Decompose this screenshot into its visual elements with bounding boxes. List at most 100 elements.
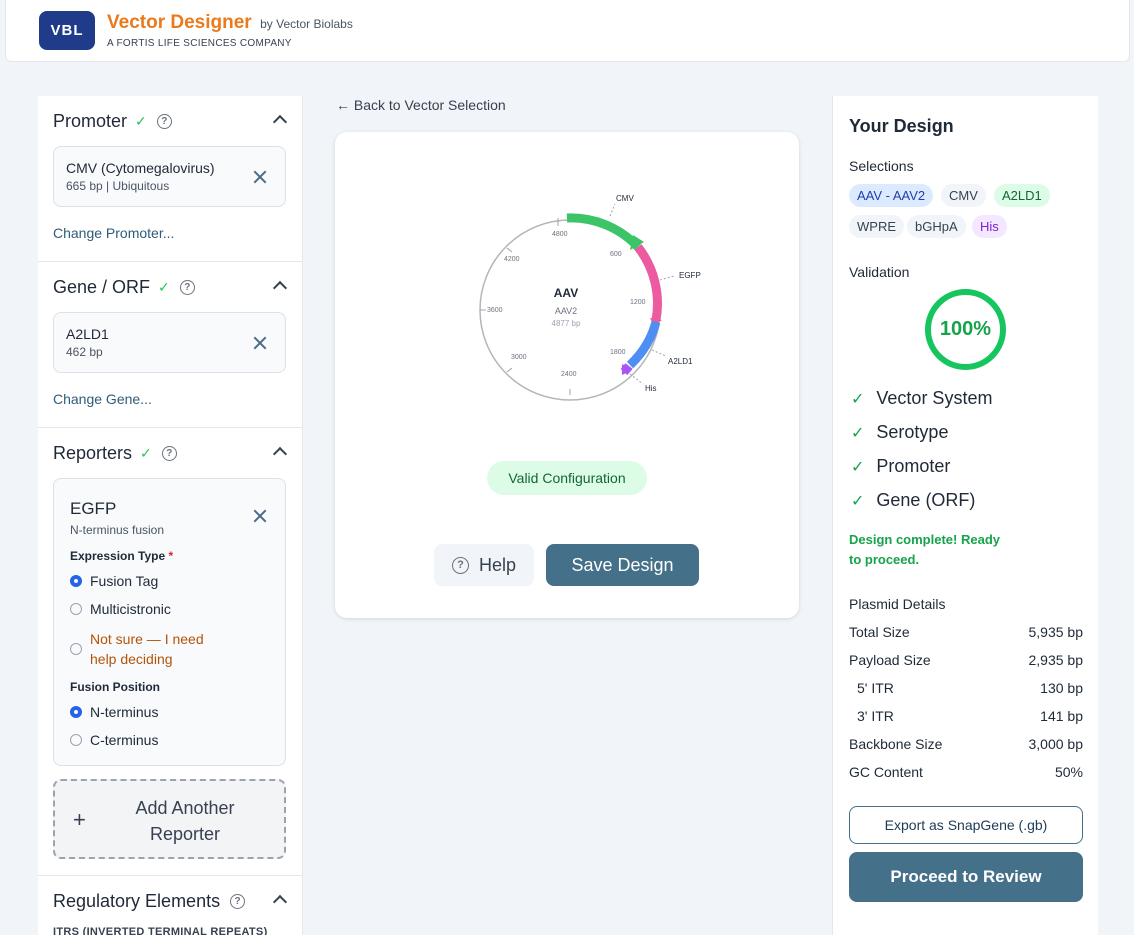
detail-row: Backbone Size 3,000 bp — [849, 736, 1083, 752]
proceed-to-review-button[interactable]: Proceed to Review — [849, 852, 1083, 902]
help-circle-icon[interactable]: ? — [179, 280, 195, 295]
help-label: Help — [478, 554, 517, 575]
radio-selected-icon[interactable] — [70, 706, 82, 718]
check-label: Serotype — [876, 422, 949, 442]
app-title: Vector Designer — [107, 12, 252, 33]
radio-fusion-tag[interactable]: Fusion Tag — [70, 573, 158, 589]
radio-multicistronic[interactable]: Multicistronic — [70, 601, 171, 617]
gene-header[interactable]: Gene / ORF ✓ ? — [53, 277, 195, 298]
expression-type-text: Expression Type — [70, 549, 166, 563]
chevron-up-icon[interactable] — [272, 446, 288, 462]
complete-line2: to proceed. — [849, 552, 920, 567]
check-vector-system: ✓ Vector System — [851, 388, 992, 409]
change-promoter-link[interactable]: Change Promoter... — [53, 225, 175, 241]
check-icon: ✓ — [158, 279, 170, 295]
tick-label: 4800 — [552, 231, 568, 238]
egfp-label: EGFP — [679, 271, 701, 280]
gene-card: A2LD1 462 bp — [53, 312, 286, 373]
check-icon: ✓ — [140, 445, 152, 461]
chip-gene: A2LD1 — [994, 184, 1050, 207]
help-circle-icon[interactable]: ? — [156, 114, 172, 129]
complete-line1: Design complete! Ready — [849, 532, 1000, 547]
reporters-section: Reporters ✓ ? — [38, 428, 302, 876]
selections-label: Selections — [849, 158, 914, 174]
brand: Vector Designer by Vector Biolabs — [107, 12, 353, 34]
help-button[interactable]: ? Help — [434, 544, 534, 586]
check-icon: ✓ — [851, 492, 865, 510]
radio-empty-icon[interactable] — [70, 643, 82, 655]
radio-empty-icon[interactable] — [70, 734, 82, 746]
radio-empty-icon[interactable] — [70, 603, 82, 615]
reporters-title: Reporters — [53, 443, 133, 463]
promoter-detail: 665 bp | Ubiquitous — [66, 179, 170, 193]
export-snapgene-button[interactable]: Export as SnapGene (.gb) — [849, 806, 1083, 844]
help-circle-icon[interactable]: ? — [230, 894, 246, 909]
check-gene: ✓ Gene (ORF) — [851, 490, 975, 511]
reporter-name: EGFP — [70, 499, 117, 518]
help-circle-icon[interactable]: ? — [161, 446, 177, 461]
detail-value: 50% — [1054, 764, 1083, 780]
check-icon: ✓ — [851, 390, 865, 408]
back-to-vector-selection-link[interactable]: ← Back to Vector Selection — [336, 97, 506, 113]
tick-label: 1200 — [630, 299, 646, 306]
add-reporter-button[interactable]: + Add Another Reporter — [53, 779, 286, 859]
arrow-left-icon: ← — [336, 97, 350, 113]
plus-icon: + — [73, 807, 86, 832]
chevron-up-icon[interactable] — [272, 280, 288, 296]
radio-c-terminus[interactable]: C-terminus — [70, 732, 158, 748]
validation-progress-ring: 100% — [925, 289, 1006, 370]
promoter-header[interactable]: Promoter ✓ ? — [53, 111, 172, 132]
tick-label: 4200 — [504, 256, 520, 263]
configuration-panel: Promoter ✓ ? CMV (Cytomegalovirus) 665 b… — [38, 96, 303, 935]
check-icon: ✓ — [851, 458, 865, 476]
check-serotype: ✓ Serotype — [851, 422, 948, 443]
summary-title: Your Design — [849, 116, 954, 136]
plasmid-map: 4800 600 1200 1800 2400 3000 3600 4200 C… — [479, 194, 701, 401]
detail-key: 5' ITR — [857, 680, 894, 696]
app-header: VBL Vector Designer by Vector Biolabs A … — [5, 0, 1130, 62]
cmv-arc[interactable] — [566, 213, 642, 251]
radio-not-sure[interactable]: Not sure — I need help deciding — [70, 629, 204, 669]
save-design-button[interactable]: Save Design — [546, 544, 699, 586]
chip-vector: AAV - AAV2 — [849, 184, 934, 207]
a2ld1-arc[interactable] — [626, 320, 661, 369]
radio-n-terminus[interactable]: N-terminus — [70, 704, 158, 720]
detail-row: 5' ITR 130 bp — [849, 680, 1083, 696]
chip-his: His — [972, 215, 1007, 238]
chevron-up-icon[interactable] — [272, 894, 288, 910]
chip-promoter: CMV — [941, 184, 986, 207]
required-mark: * — [168, 549, 174, 563]
add-line1: Add Another — [135, 798, 235, 818]
radio-selected-icon[interactable] — [70, 575, 82, 587]
detail-key: 3' ITR — [857, 708, 894, 724]
add-reporter-label: Add Another Reporter — [115, 795, 255, 847]
reporters-header[interactable]: Reporters ✓ ? — [53, 443, 177, 464]
plasmid-map-card — [335, 132, 799, 618]
radio-label: Fusion Tag — [90, 573, 159, 589]
tick-label: 600 — [610, 251, 622, 258]
help-circle-icon: ? — [451, 556, 469, 574]
gene-title: Gene / ORF — [53, 277, 151, 297]
validation-label: Validation — [849, 264, 910, 280]
gene-detail: 462 bp — [66, 345, 103, 359]
remove-promoter-icon[interactable] — [253, 170, 267, 184]
chevron-up-icon[interactable] — [272, 114, 288, 130]
promoter-section: Promoter ✓ ? CMV (Cytomegalovirus) 665 b… — [38, 96, 302, 262]
egfp-arc[interactable] — [634, 244, 662, 321]
change-gene-link[interactable]: Change Gene... — [53, 391, 152, 407]
regulatory-header[interactable]: Regulatory Elements ? — [53, 891, 246, 912]
radio-label: Not sure — I need help deciding — [90, 629, 204, 669]
remove-gene-icon[interactable] — [253, 336, 267, 350]
detail-value: 5,935 bp — [1028, 624, 1084, 640]
serotype-label: AAV2 — [555, 306, 577, 316]
detail-value: 2,935 bp — [1028, 652, 1084, 668]
tick-label: 2400 — [561, 371, 577, 378]
remove-reporter-icon[interactable] — [253, 509, 267, 523]
check-label: Promoter — [876, 456, 951, 476]
tick-label: 1800 — [610, 349, 626, 356]
detail-value: 141 bp — [1040, 708, 1083, 724]
expression-type-label: Expression Type * — [70, 549, 173, 563]
regulatory-title: Regulatory Elements — [53, 891, 221, 911]
chip-wpre: WPRE — [849, 215, 904, 238]
vbl-logo[interactable]: VBL — [39, 11, 95, 50]
